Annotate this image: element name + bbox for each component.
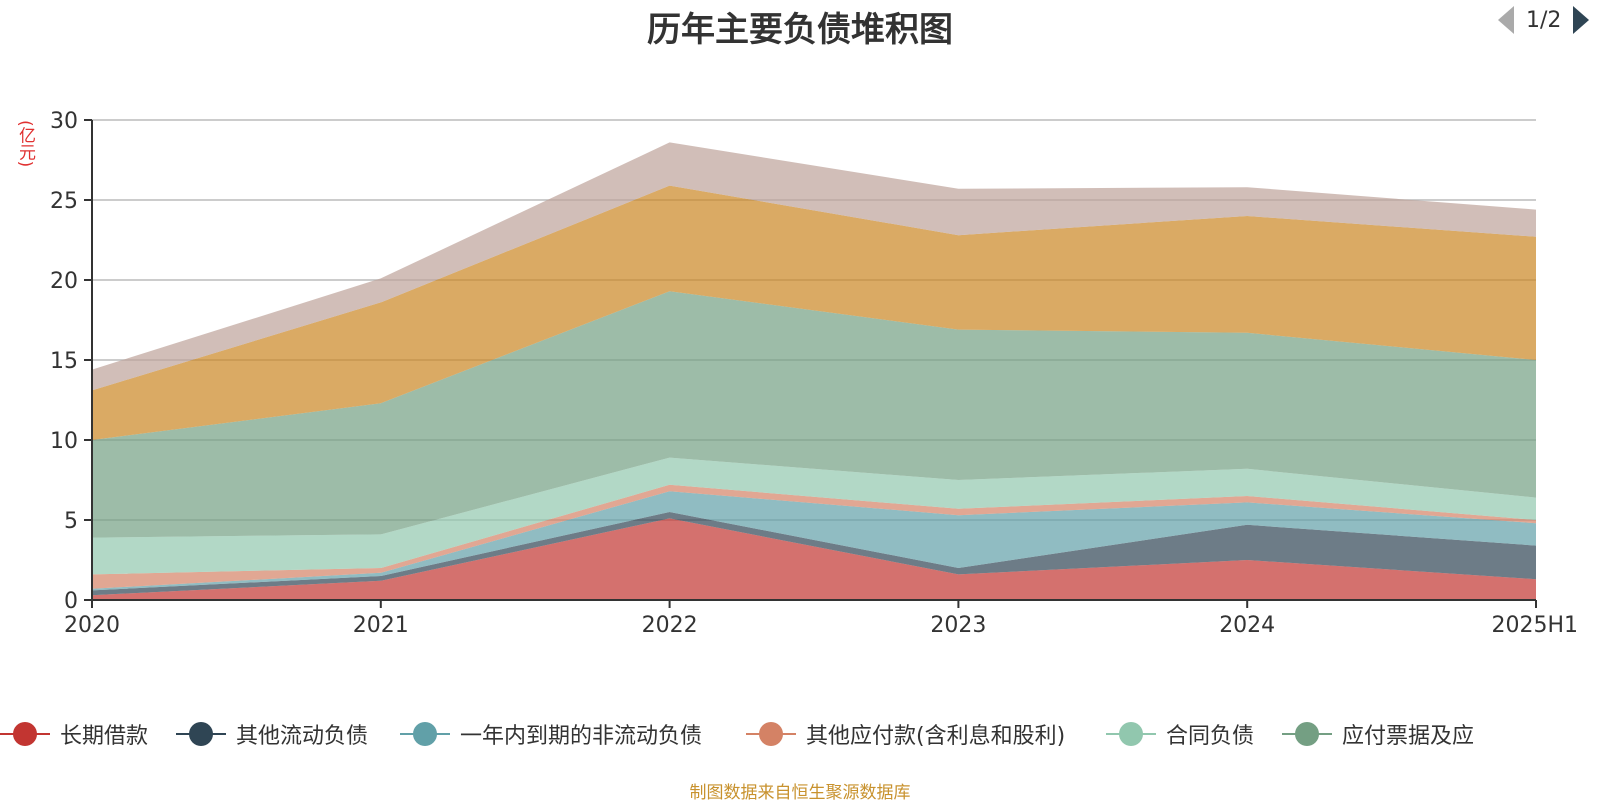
source-note: 制图数据来自恒生聚源数据库 (689, 783, 911, 803)
y-tick-label-0: 0 (64, 589, 78, 614)
legend-label: 其他流动负债 (236, 724, 369, 749)
area-series-3 (92, 484, 1536, 589)
y-tick-label-10: 10 (50, 429, 78, 454)
x-tick-label-2: 2022 (642, 613, 698, 638)
y-tick-label-5: 5 (64, 509, 78, 534)
y-axis-unit-label: (亿元) (15, 120, 35, 168)
legend-label: 一年内到期的非流动负债 (460, 724, 703, 749)
legend-label: 应付票据及应 (1342, 724, 1475, 749)
legend-marker-icon (1106, 720, 1156, 748)
axes: 0 5 10 15 20 25 30 2020 2021 2022 2023 2024 2025H1 (50, 109, 1578, 638)
legend-item-0[interactable]: 长期借款 (0, 714, 148, 754)
legend-item-5[interactable]: 应付票据及应 (1282, 714, 1474, 754)
legend-marker-icon (176, 720, 226, 748)
area-series-0 (92, 518, 1536, 600)
area-series-7 (92, 142, 1536, 391)
chart-title: 历年主要负债堆积图 (647, 10, 953, 50)
area-series-2 (92, 491, 1536, 591)
x-tick-label-4: 2024 (1219, 613, 1275, 638)
legend-item-3[interactable]: 其他应付款(含利息和股利) (746, 714, 1065, 754)
legend-next-page-icon[interactable] (1573, 6, 1590, 34)
x-tick-label-5: 2025H1 (1491, 613, 1578, 638)
legend-marker-icon (1282, 720, 1332, 748)
area-series-6 (92, 185, 1536, 440)
area-series-layer (92, 142, 1536, 600)
legend-page-indicator: 1/2 (1526, 7, 1562, 33)
legend-label: 长期借款 (60, 724, 149, 749)
legend-label: 合同负债 (1166, 724, 1255, 749)
legend-prev-page-icon[interactable] (1498, 6, 1514, 34)
stacked-area-chart: 0 5 10 15 20 25 30 2020 2021 2022 2023 2024 2025H1 (50, 109, 1578, 638)
legend: 长期借款 其他流动负债 一年内到期的非流动负债 其他应付款(含利息和股利) 合同负债 应付… (0, 714, 1600, 754)
y-tick-label-30: 30 (50, 109, 78, 134)
legend-marker-icon (400, 720, 450, 748)
y-tick-label-20: 20 (50, 269, 78, 294)
legend-item-2[interactable]: 一年内到期的非流动负债 (400, 714, 702, 754)
x-tick-label-1: 2021 (353, 613, 409, 638)
legend-marker-icon (746, 720, 796, 748)
legend-marker-icon (0, 720, 50, 748)
area-series-1 (92, 512, 1536, 596)
legend-item-1[interactable]: 其他流动负债 (176, 714, 368, 754)
x-tick-label-0: 2020 (64, 613, 120, 638)
area-series-4 (92, 457, 1536, 575)
legend-pager: 1/2 (1498, 0, 1590, 40)
legend-item-4[interactable]: 合同负债 (1106, 714, 1254, 754)
y-tick-label-25: 25 (50, 189, 78, 214)
x-tick-label-3: 2023 (930, 613, 986, 638)
y-tick-label-15: 15 (50, 349, 78, 374)
area-series-5 (92, 291, 1536, 538)
legend-label: 其他应付款(含利息和股利) (806, 724, 1066, 749)
